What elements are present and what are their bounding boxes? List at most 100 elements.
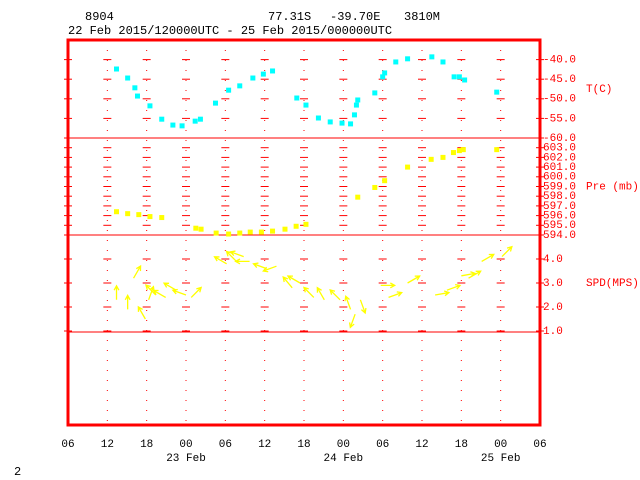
wind-arrow	[348, 313, 356, 329]
wind-arrow	[252, 262, 267, 270]
point	[213, 230, 219, 236]
x-tick-label: 12	[101, 439, 114, 451]
point	[125, 75, 131, 81]
point	[303, 221, 309, 227]
point	[192, 118, 198, 124]
latitude: 77.31S	[268, 10, 311, 24]
elevation: 3810M	[404, 10, 440, 24]
point	[294, 95, 300, 101]
y-tick-label: 595.0	[543, 220, 576, 232]
y-tick-label: 598.0	[543, 191, 576, 203]
y-tick-label: 3.0	[543, 278, 563, 290]
point	[460, 147, 466, 153]
point	[247, 229, 253, 235]
wind-arrow	[446, 284, 462, 291]
y-axis-label: SPD(MPS)	[586, 278, 639, 290]
y-tick-label: 4.0	[543, 254, 563, 266]
wind-arrow	[124, 294, 131, 310]
point	[462, 77, 468, 83]
point	[170, 122, 176, 128]
y-tick-label: 1.0	[543, 326, 563, 338]
point	[237, 83, 243, 89]
point	[198, 226, 204, 232]
point	[382, 70, 388, 76]
x-tick-label: 18	[297, 439, 310, 451]
y-tick-label: -55.0	[543, 113, 576, 125]
footer: 2	[14, 465, 21, 479]
x-tick-label: 06	[219, 439, 232, 451]
wind-arrow	[190, 286, 203, 298]
wind-arrow	[113, 284, 120, 300]
wind-arrow	[286, 275, 301, 284]
wind-arrow	[359, 299, 367, 315]
wind-arrow	[213, 256, 227, 265]
point	[270, 228, 276, 234]
wind-arrow	[162, 282, 177, 291]
point	[355, 194, 361, 200]
date-label: 24 Feb	[324, 453, 364, 465]
point	[494, 89, 500, 95]
point	[132, 85, 138, 91]
point	[393, 59, 399, 65]
point	[428, 156, 434, 162]
x-tick-label: 12	[415, 439, 428, 451]
point	[450, 150, 456, 156]
point	[197, 116, 203, 122]
point	[293, 223, 299, 229]
y-tick-label: -40.0	[543, 55, 576, 67]
point	[114, 209, 120, 215]
wind-arrow	[380, 282, 397, 289]
y-tick-label: 597.0	[543, 201, 576, 213]
station-id: 8904	[85, 10, 114, 24]
point	[451, 74, 457, 80]
wind-arrow	[434, 290, 451, 297]
point	[193, 225, 199, 231]
point	[355, 97, 361, 103]
y-tick-label: -45.0	[543, 74, 576, 86]
y-tick-label: -50.0	[543, 94, 576, 106]
x-tick-label: 00	[179, 439, 192, 451]
longitude: -39.70E	[330, 10, 380, 24]
wind-arrow	[234, 258, 250, 265]
point	[258, 229, 264, 235]
point	[134, 93, 140, 99]
point	[348, 121, 354, 127]
point	[282, 226, 288, 232]
point	[303, 102, 309, 108]
wind-arrow	[152, 289, 167, 298]
y-tick-label: -60.0	[543, 133, 576, 145]
point	[226, 87, 232, 93]
y-tick-label: 2.0	[543, 302, 563, 314]
wind-arrow	[262, 265, 277, 273]
date-label: 23 Feb	[166, 453, 206, 465]
y-axis-label: Pre (mb)	[586, 181, 639, 193]
point	[114, 66, 120, 72]
point	[382, 178, 388, 184]
point	[327, 119, 333, 125]
y-axis-label: T(C)	[586, 84, 612, 96]
point	[147, 214, 153, 220]
y-tick-label: 594.0	[543, 230, 576, 242]
point	[159, 215, 165, 221]
wind-arrow	[407, 275, 421, 284]
wind-arrow	[229, 250, 244, 258]
wind-arrow	[132, 264, 142, 279]
wind-arrow	[137, 305, 146, 320]
wind-arrow	[302, 286, 315, 298]
point	[456, 148, 462, 154]
x-tick-label: 18	[455, 439, 468, 451]
point	[351, 112, 357, 118]
x-tick-label: 06	[61, 439, 74, 451]
point	[250, 75, 256, 81]
x-tick-label: 00	[337, 439, 350, 451]
wind-arrow	[481, 253, 495, 262]
point	[179, 123, 185, 129]
point	[237, 230, 243, 236]
point	[372, 90, 378, 96]
y-tick-label: 596.0	[543, 211, 576, 223]
wind-arrow	[501, 245, 513, 258]
point	[494, 147, 500, 153]
point	[315, 115, 321, 121]
point	[270, 68, 276, 74]
point	[159, 116, 165, 122]
